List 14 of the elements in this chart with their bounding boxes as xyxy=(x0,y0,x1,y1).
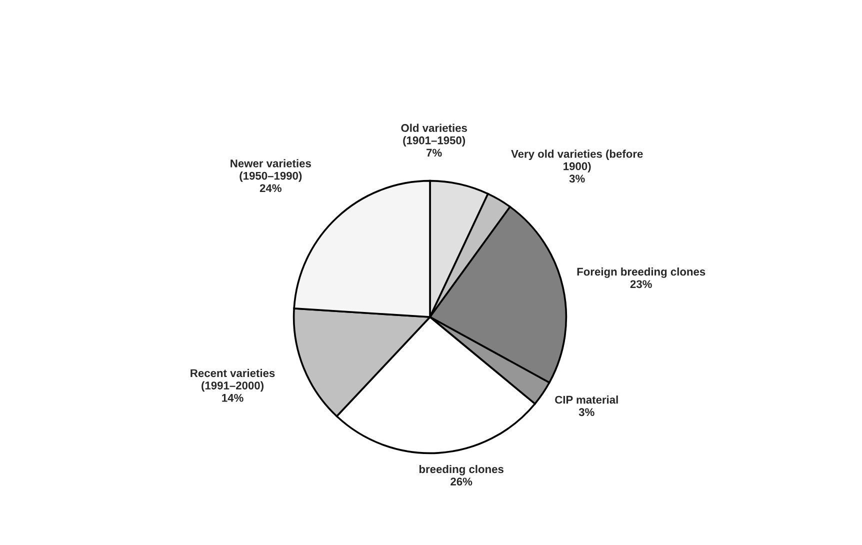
slice-label: Newer varieties (1950–1990) xyxy=(230,159,311,182)
data-label: 7% xyxy=(426,148,442,157)
slice-label: CIP material xyxy=(555,396,618,404)
slice-label: Very old varieties (before 1900) xyxy=(511,150,643,172)
data-label: 3% xyxy=(578,408,594,416)
slice-label: breeding clones xyxy=(419,464,504,476)
data-label: 3% xyxy=(569,174,585,183)
data-label: 14% xyxy=(222,394,244,402)
slice-label: Foreign breeding clones xyxy=(577,267,706,278)
slice-label: Old varieties (1901–1950) xyxy=(401,124,467,146)
data-label: 26% xyxy=(450,478,472,486)
data-label: 24% xyxy=(260,184,282,192)
data-label: 23% xyxy=(630,280,652,288)
slice-label: Recent varieties (1991–2000) xyxy=(190,368,275,392)
